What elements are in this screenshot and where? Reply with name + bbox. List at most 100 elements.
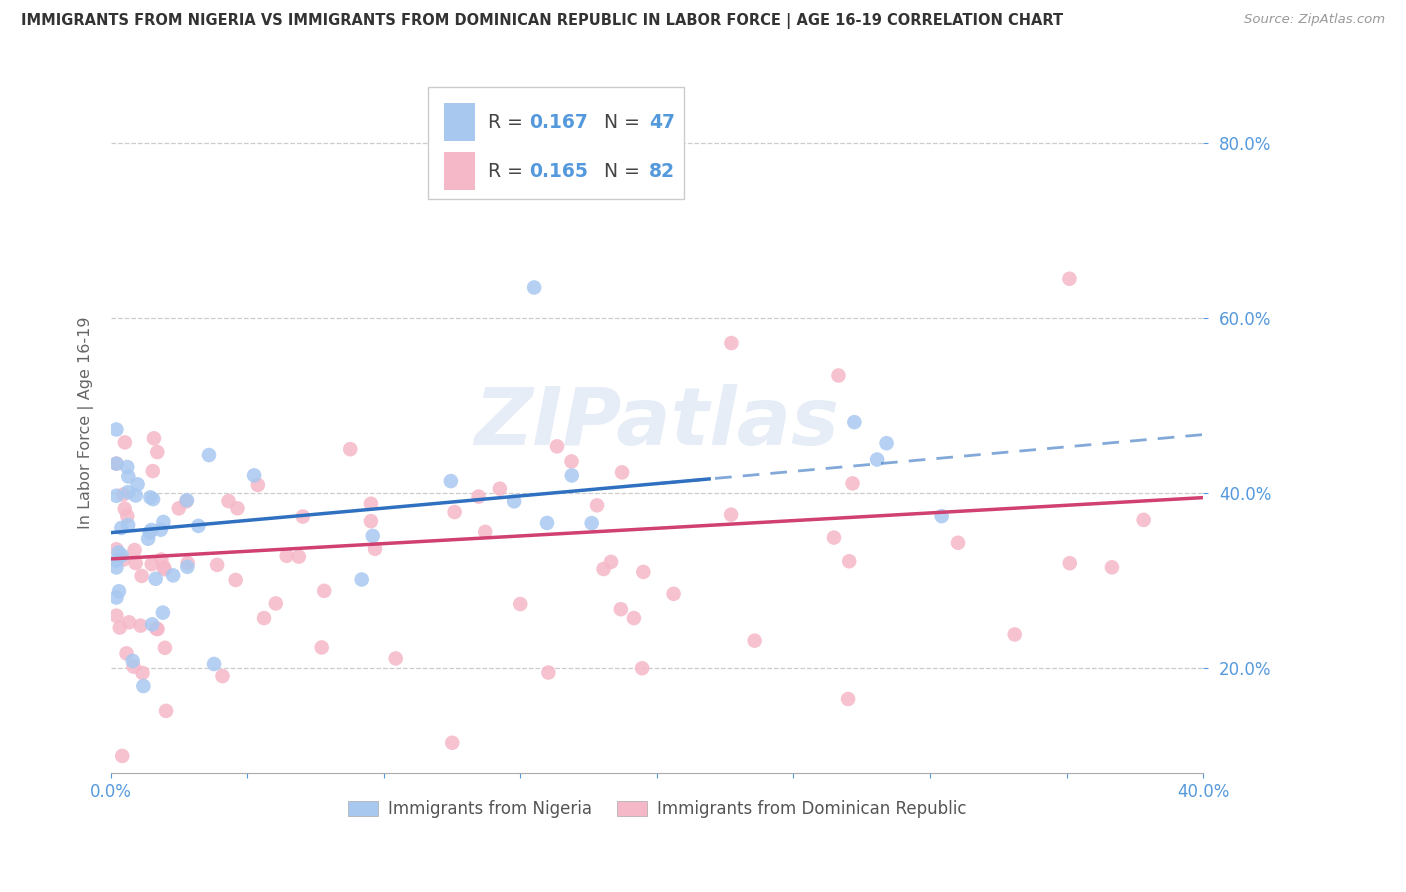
Point	[631, 727, 654, 741]
Point	[586, 471, 609, 485]
Point	[174, 432, 197, 446]
Point	[837, 692, 859, 706]
Point	[202, 657, 225, 671]
Point	[142, 561, 165, 575]
Point	[139, 516, 162, 530]
Point	[662, 539, 685, 553]
Point	[112, 651, 135, 665]
Point	[107, 511, 129, 525]
Point	[561, 554, 583, 568]
Point	[560, 545, 582, 559]
Text: N =: N =	[586, 112, 645, 131]
Point	[176, 498, 198, 512]
Point	[336, 505, 359, 519]
Point	[105, 457, 128, 471]
Point	[720, 632, 742, 647]
Point	[314, 482, 336, 496]
Point	[441, 736, 464, 750]
Point	[633, 417, 655, 432]
Point	[149, 491, 172, 506]
Y-axis label: In Labor Force | Age 16-19: In Labor Force | Age 16-19	[79, 317, 94, 530]
Point	[105, 481, 128, 495]
Point	[110, 590, 132, 604]
Point	[546, 493, 568, 508]
Point	[246, 536, 269, 550]
Text: N =: N =	[586, 161, 645, 180]
Point	[108, 560, 131, 574]
Point	[105, 554, 128, 568]
Point	[288, 509, 311, 524]
Point	[276, 500, 298, 515]
Point	[509, 542, 531, 557]
Text: IMMIGRANTS FROM NIGERIA VS IMMIGRANTS FROM DOMINICAN REPUBLIC IN LABOR FORCE | A: IMMIGRANTS FROM NIGERIA VS IMMIGRANTS FR…	[21, 13, 1063, 29]
Point	[440, 519, 463, 533]
Point	[142, 581, 165, 595]
Point	[291, 633, 314, 648]
Point	[443, 538, 465, 552]
Point	[167, 617, 190, 632]
Point	[1059, 565, 1081, 579]
Point	[1059, 529, 1081, 543]
Bar	[444, 103, 475, 141]
Point	[187, 568, 209, 582]
Point	[153, 556, 176, 570]
Point	[115, 582, 138, 597]
Point	[311, 657, 333, 672]
Point	[339, 617, 361, 632]
Point	[117, 488, 139, 502]
Text: 0.165: 0.165	[529, 161, 588, 180]
Point	[361, 658, 384, 673]
Text: R =: R =	[488, 161, 529, 180]
Point	[105, 505, 128, 519]
Point	[118, 619, 141, 633]
Point	[503, 491, 526, 505]
Point	[744, 569, 766, 583]
Legend: Immigrants from Nigeria, Immigrants from Dominican Republic: Immigrants from Nigeria, Immigrants from…	[342, 793, 973, 824]
Point	[162, 514, 184, 528]
Point	[946, 271, 969, 285]
Point	[117, 523, 139, 537]
Point	[111, 624, 134, 638]
Point	[176, 524, 198, 538]
Point	[536, 432, 558, 446]
Point	[198, 482, 221, 496]
Text: ZIPatlas: ZIPatlas	[474, 384, 839, 462]
Point	[866, 452, 889, 467]
Text: Source: ZipAtlas.com: Source: ZipAtlas.com	[1244, 13, 1385, 27]
Point	[838, 554, 860, 568]
Point	[226, 553, 249, 567]
Point	[132, 458, 155, 473]
Point	[108, 409, 131, 423]
Point	[111, 655, 134, 669]
FancyBboxPatch shape	[427, 87, 685, 199]
Point	[1101, 622, 1123, 636]
Point	[105, 479, 128, 493]
Point	[600, 543, 623, 558]
Point	[136, 617, 159, 632]
Point	[823, 445, 845, 459]
Point	[1132, 562, 1154, 576]
Point	[105, 594, 128, 608]
Point	[112, 503, 135, 517]
Bar	[444, 152, 475, 190]
Point	[155, 687, 177, 701]
Point	[474, 542, 496, 557]
Point	[121, 608, 143, 623]
Point	[176, 460, 198, 475]
Point	[129, 618, 152, 632]
Point	[253, 492, 276, 507]
Point	[205, 641, 228, 656]
Point	[218, 536, 240, 550]
Point	[142, 550, 165, 565]
Point	[105, 500, 128, 514]
Point	[117, 553, 139, 567]
Point	[364, 601, 387, 615]
Point	[127, 543, 149, 558]
Point	[105, 526, 128, 541]
Point	[141, 478, 163, 492]
Point	[523, 280, 546, 294]
Point	[592, 460, 614, 475]
Point	[145, 540, 167, 554]
Point	[105, 557, 128, 571]
Point	[537, 442, 560, 456]
